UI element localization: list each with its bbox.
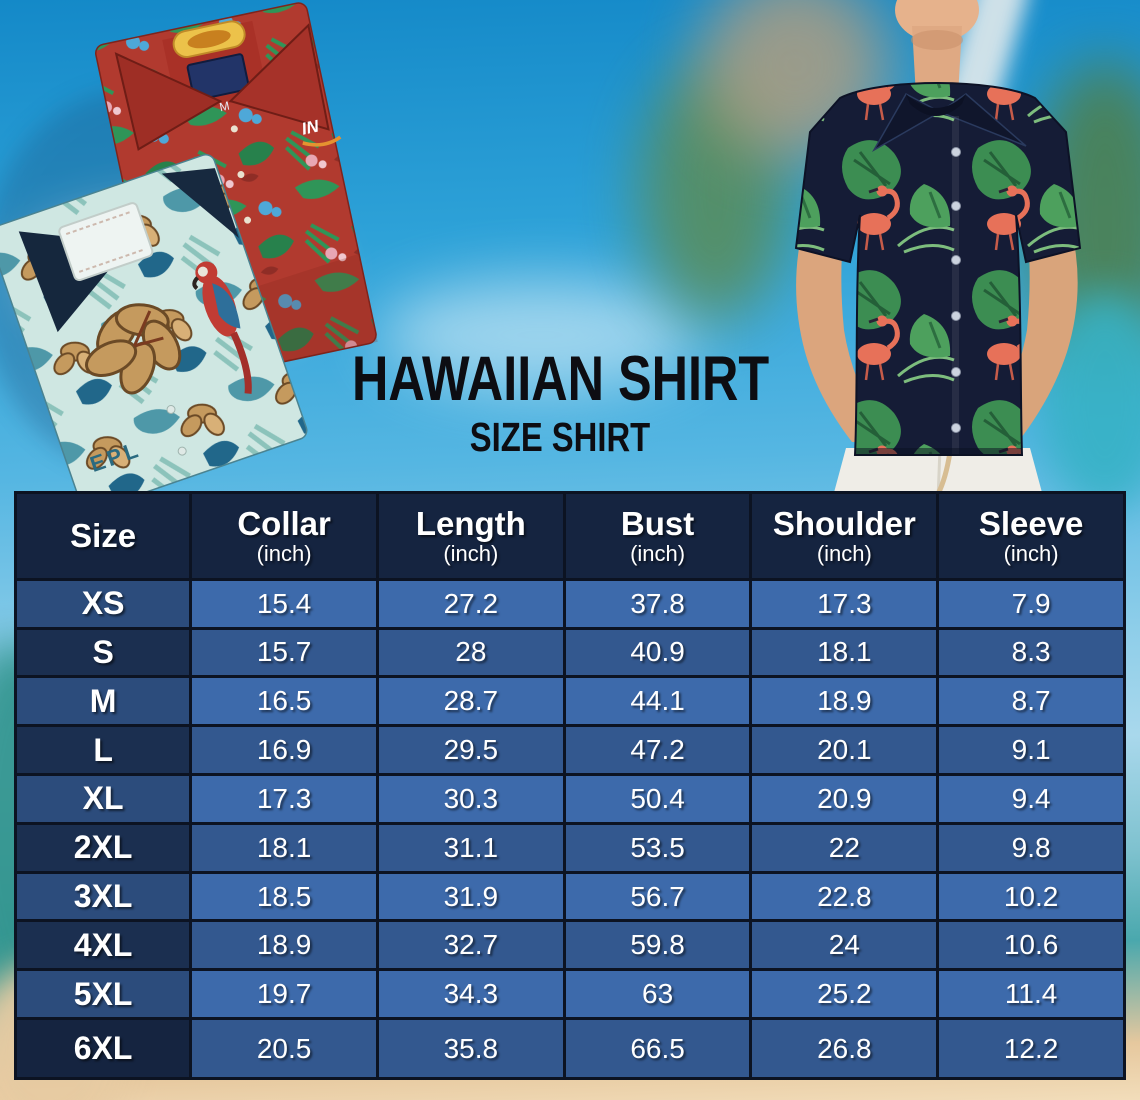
- value-cell: 30.3: [375, 772, 566, 825]
- value-cell: 9.1: [936, 724, 1126, 776]
- value-cell: 26.8: [749, 1017, 940, 1080]
- value-cell: 31.9: [375, 870, 566, 923]
- value-cell: 20.9: [749, 772, 940, 825]
- value-cell: 47.2: [562, 724, 753, 776]
- table-row: 6XL 20.5 35.8 66.5 26.8 12.2: [13, 1017, 1126, 1080]
- value-cell: 27.2: [375, 577, 566, 630]
- size-cell: 5XL: [13, 968, 193, 1021]
- size-cell: 3XL: [13, 870, 193, 923]
- drawstring: [935, 451, 953, 496]
- value-cell: 40.9: [562, 626, 753, 679]
- value-cell: 56.7: [562, 870, 753, 923]
- value-cell: 22.8: [749, 870, 940, 923]
- table-row: 5XL 19.7 34.3 63 25.2 11.4: [13, 968, 1126, 1021]
- size-cell: XL: [13, 772, 193, 825]
- unit-label: (inch): [443, 540, 499, 566]
- value-cell: 10.6: [936, 919, 1126, 972]
- value-cell: 29.5: [375, 724, 566, 776]
- value-cell: 31.1: [375, 821, 566, 874]
- value-cell: 11.4: [936, 968, 1126, 1021]
- value-cell: 9.8: [936, 821, 1126, 874]
- red-shirt-size-tag: M: [218, 99, 231, 115]
- col-header-collar: Collar (inch): [189, 491, 379, 581]
- value-cell: 24: [749, 919, 940, 972]
- value-cell: 7.9: [936, 577, 1126, 630]
- value-cell: 18.1: [189, 821, 379, 874]
- value-cell: 18.5: [189, 870, 379, 923]
- col-header-bust: Bust (inch): [562, 491, 753, 581]
- table-row: M 16.5 28.7 44.1 18.9 8.7: [13, 675, 1126, 728]
- size-cell: 2XL: [13, 821, 193, 874]
- value-cell: 12.2: [936, 1017, 1126, 1080]
- page-subtitle: SIZE SHIRT: [469, 413, 651, 460]
- value-cell: 25.2: [749, 968, 940, 1021]
- value-cell: 34.3: [375, 968, 566, 1021]
- value-cell: 20.1: [749, 724, 940, 776]
- table-row: S 15.7 28 40.9 18.1 8.3: [13, 626, 1126, 679]
- value-cell: 28.7: [375, 675, 566, 728]
- value-cell: 53.5: [562, 821, 753, 874]
- value-cell: 59.8: [562, 919, 753, 972]
- size-table: Size Collar (inch) Length (inch) Bust (inch…: [13, 491, 1126, 1080]
- size-cell: S: [13, 626, 193, 679]
- header-row: Size Collar (inch) Length (inch) Bust (inch…: [13, 491, 1126, 581]
- value-cell: 8.3: [936, 626, 1126, 679]
- model-left-arm: [796, 248, 888, 442]
- value-cell: 8.7: [936, 675, 1126, 728]
- unit-label: (inch): [630, 540, 686, 566]
- value-cell: 17.3: [189, 772, 379, 825]
- value-cell: 66.5: [562, 1017, 753, 1080]
- value-cell: 32.7: [375, 919, 566, 972]
- value-cell: 18.9: [749, 675, 940, 728]
- title-block: HAWAIIAN SHIRT SIZE SHIRT: [300, 344, 820, 461]
- table-row: L 16.9 29.5 47.2 20.1 9.1: [13, 724, 1126, 776]
- value-cell: 44.1: [562, 675, 753, 728]
- value-cell: 15.4: [189, 577, 379, 630]
- col-header-sleeve: Sleeve (inch): [936, 491, 1126, 581]
- value-cell: 9.4: [936, 772, 1126, 825]
- table-row: 4XL 18.9 32.7 59.8 24 10.6: [13, 919, 1126, 972]
- value-cell: 15.7: [189, 626, 379, 679]
- value-cell: 20.5: [189, 1017, 379, 1080]
- col-header-length: Length (inch): [375, 491, 566, 581]
- col-header-shoulder: Shoulder (inch): [749, 491, 940, 581]
- size-cell: 6XL: [13, 1017, 193, 1080]
- size-cell: M: [13, 675, 193, 728]
- table-row: 3XL 18.5 31.9 56.7 22.8 10.2: [13, 870, 1126, 923]
- unit-label: (inch): [816, 540, 872, 566]
- size-cell: XS: [13, 577, 193, 630]
- value-cell: 35.8: [375, 1017, 566, 1080]
- table-row: 2XL 18.1 31.1 53.5 22 9.8: [13, 821, 1126, 874]
- table-row: XL 17.3 30.3 50.4 20.9 9.4: [13, 772, 1126, 825]
- page-title: HAWAIIAN SHIRT: [352, 344, 770, 414]
- value-cell: 50.4: [562, 772, 753, 825]
- value-cell: 37.8: [562, 577, 753, 630]
- unit-label: (inch): [1003, 540, 1059, 566]
- size-cell: L: [13, 724, 193, 776]
- value-cell: 22: [749, 821, 940, 874]
- value-cell: 19.7: [189, 968, 379, 1021]
- value-cell: 10.2: [936, 870, 1126, 923]
- value-cell: 63: [562, 968, 753, 1021]
- col-header-size: Size: [13, 491, 193, 581]
- red-shirt-sleeve-logo: IN: [300, 116, 321, 138]
- value-cell: 17.3: [749, 577, 940, 630]
- value-cell: 18.9: [189, 919, 379, 972]
- value-cell: 28: [375, 626, 566, 679]
- unit-label: (inch): [256, 540, 312, 566]
- table-row: XS 15.4 27.2 37.8 17.3 7.9: [13, 577, 1126, 630]
- size-table-wrap: Size Collar (inch) Length (inch) Bust (inch…: [13, 491, 1126, 1080]
- value-cell: 16.9: [189, 724, 379, 776]
- size-cell: 4XL: [13, 919, 193, 972]
- value-cell: 16.5: [189, 675, 379, 728]
- value-cell: 18.1: [749, 626, 940, 679]
